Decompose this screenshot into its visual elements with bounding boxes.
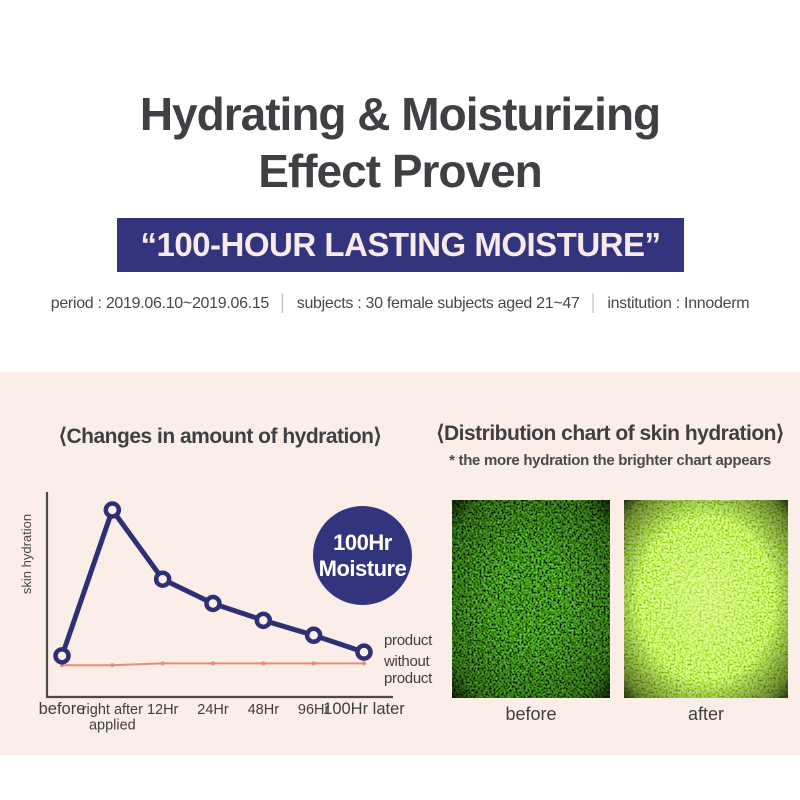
moisture-badge-line1: 100Hr: [333, 529, 392, 555]
left-panel-heading: ⟨Changes in amount of hydration⟩: [58, 425, 382, 448]
svg-text:100Hr later: 100Hr later: [323, 700, 405, 718]
page-title-line2: Effect Proven: [258, 145, 543, 197]
study-subjects: subjects : 30 female subjects aged 21~47: [296, 295, 580, 312]
legend-without-product-label: without product: [384, 653, 432, 687]
skin-texture-before: [452, 500, 610, 698]
skin-texture-after: [624, 500, 788, 698]
svg-text:48Hr: 48Hr: [248, 702, 280, 718]
skin-hydration-image-after: [624, 500, 788, 698]
moisture-badge-line2: Moisture: [318, 555, 407, 581]
after-image-label: after: [687, 704, 725, 724]
moisture-banner: “100-HOUR LASTING MOISTURE”: [117, 218, 684, 272]
page-title: Hydrating & Moisturizing Effect Proven: [0, 86, 800, 200]
skin-hydration-image-before: [452, 500, 610, 698]
study-period: period : 2019.06.10~2019.06.15: [50, 295, 270, 312]
legend-product-label: product: [384, 632, 432, 649]
svg-text:12Hr: 12Hr: [147, 702, 179, 718]
right-panel-heading: ⟨Distribution chart of skin hydration⟩: [436, 422, 784, 445]
svg-text:96Hr: 96Hr: [298, 702, 330, 718]
page-title-line1: Hydrating & Moisturizing: [139, 88, 661, 140]
hydration-section: ⟨Changes in amount of hydration⟩ ⟨Distri…: [0, 372, 800, 755]
separator: │: [588, 295, 599, 312]
study-info: period : 2019.06.10~2019.06.15 │ subjects …: [0, 295, 800, 313]
svg-text:before: before: [39, 700, 86, 718]
moisture-banner-text: “100-HOUR LASTING MOISTURE”: [140, 226, 661, 263]
svg-text:24Hr: 24Hr: [197, 702, 229, 718]
svg-text:skin hydration: skin hydration: [19, 514, 34, 594]
right-panel-note: * the more hydration the brighter chart …: [449, 452, 771, 469]
moisture-badge: 100Hr Moisture: [313, 506, 412, 605]
study-institution: institution : Innoderm: [607, 295, 750, 312]
separator: │: [278, 295, 288, 312]
before-image-label: before: [505, 704, 557, 724]
